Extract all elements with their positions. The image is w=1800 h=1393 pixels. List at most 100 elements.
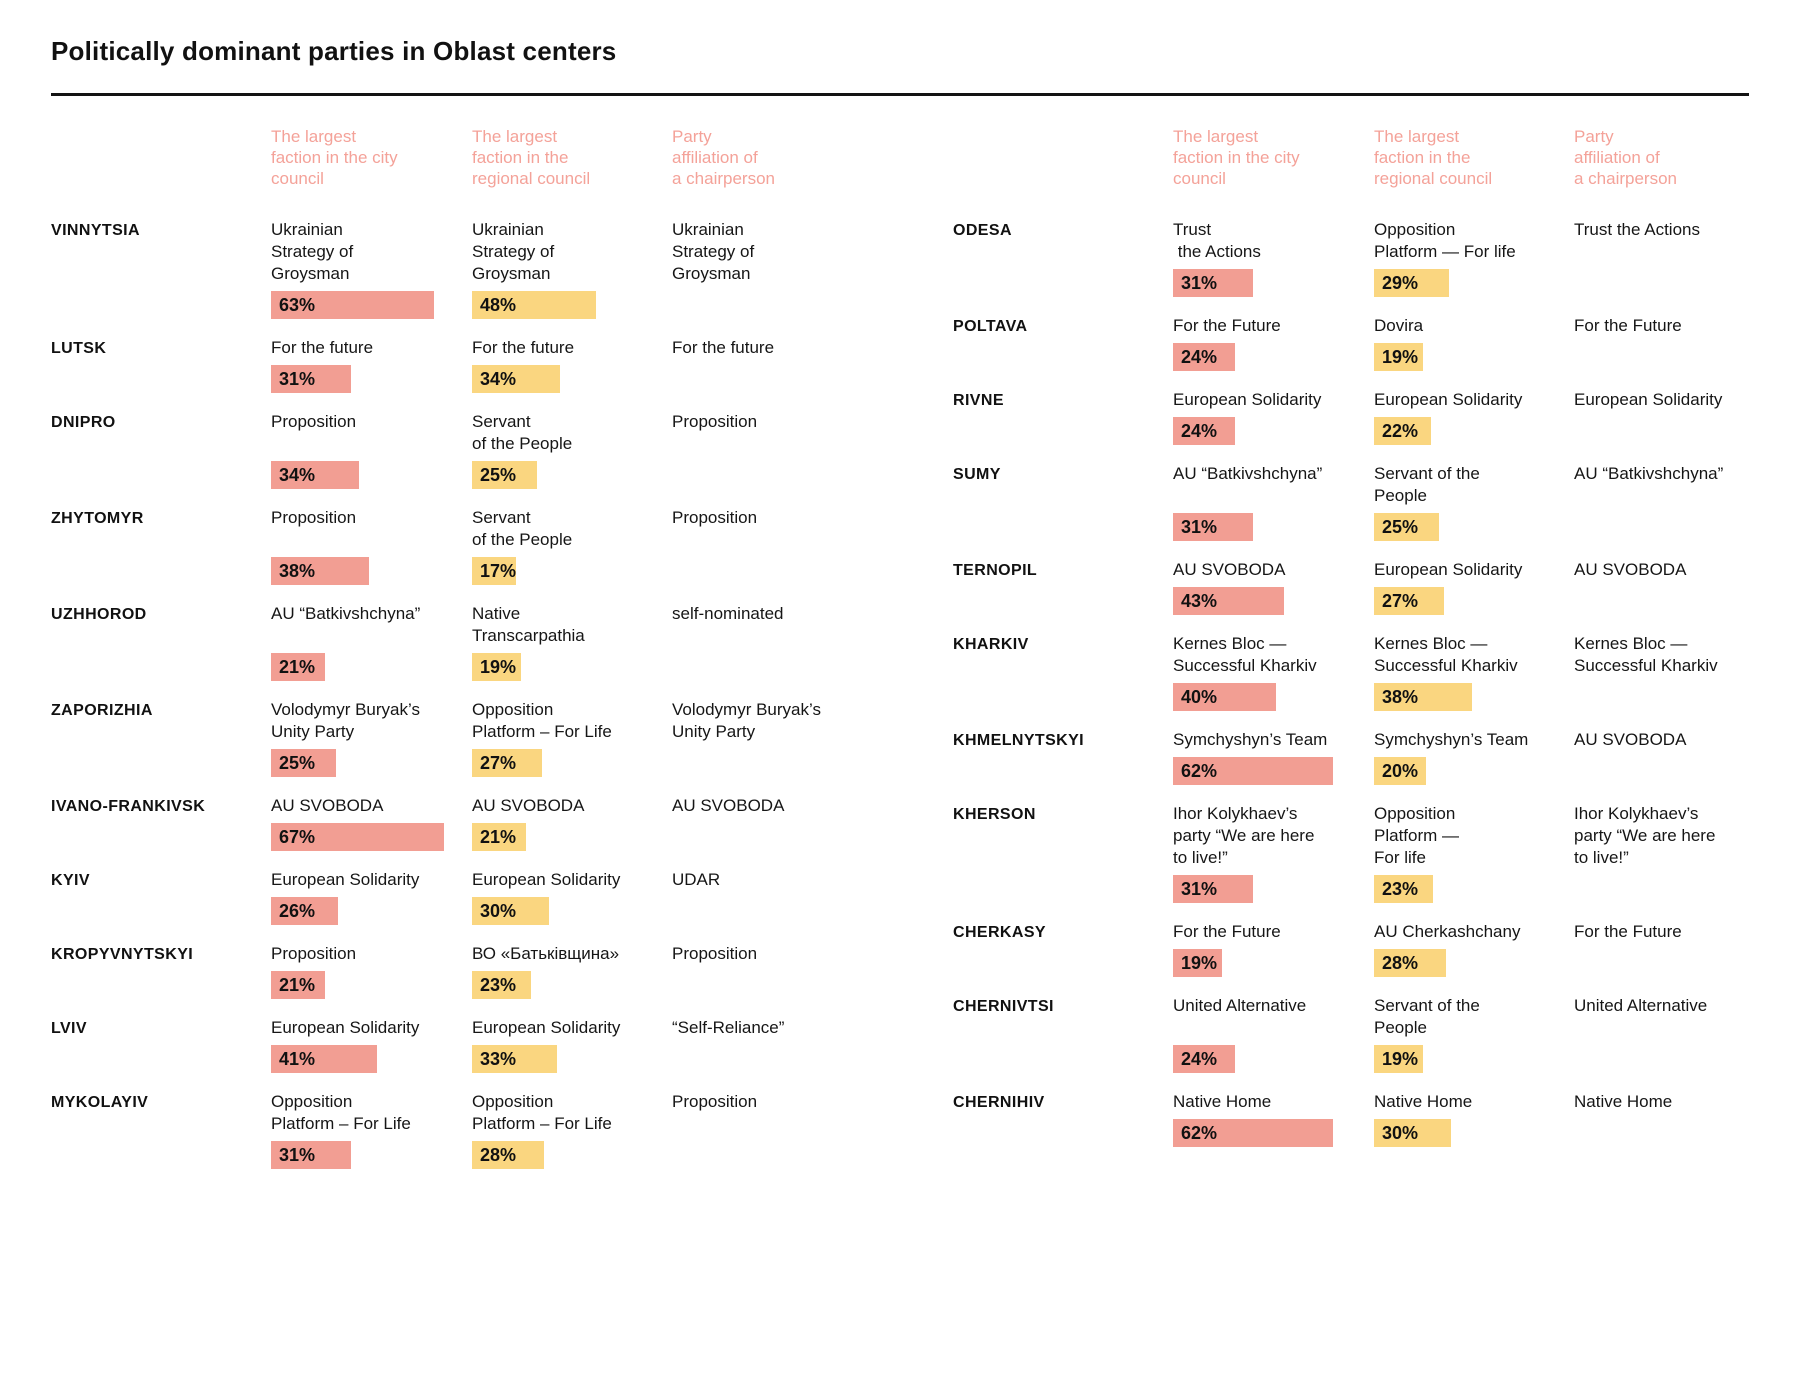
- party-name-line: Kernes Bloc —: [1574, 634, 1688, 653]
- party-name-line: Opposition: [271, 1092, 353, 1111]
- party-name: For the future: [271, 337, 373, 359]
- party-name: AU “Batkivshchyna”: [1173, 463, 1322, 485]
- party-name: UDAR: [672, 869, 720, 891]
- party-name-line: self-nominated: [672, 604, 784, 623]
- chairperson-cell: Proposition: [672, 411, 871, 489]
- city-council-cell: Opposition Platform – For Life 31%: [271, 1091, 472, 1169]
- party-name: AU SVOBODA: [1574, 729, 1686, 751]
- chairperson-cell: UDAR: [672, 869, 871, 925]
- chairperson-cell: Ukrainian Strategy of Groysman: [672, 219, 871, 319]
- party-name: Symchyshyn’s Team: [1374, 729, 1528, 751]
- party-name-line: Ihor Kolykhaev’s: [1574, 804, 1699, 823]
- party-name: Servant of the People: [472, 411, 572, 455]
- party-name-line: Unity Party: [672, 722, 756, 741]
- party-name-line: the Actions: [1173, 242, 1261, 261]
- party-name-line: AU SVOBODA: [271, 796, 384, 815]
- party-name-line: AU SVOBODA: [1574, 730, 1687, 749]
- city-council-share-bar: 24%: [1173, 1045, 1235, 1073]
- party-name: Servant of the People: [1374, 995, 1480, 1039]
- party-name: Volodymyr Buryak’s Unity Party: [271, 699, 420, 743]
- party-name: Proposition: [672, 1091, 757, 1113]
- party-name-line: Volodymyr Buryak’s: [271, 700, 420, 719]
- party-name-line: AU SVOBODA: [472, 796, 585, 815]
- party-name-line: Volodymyr Buryak’s: [672, 700, 821, 719]
- city-council-cell: For the future 31%: [271, 337, 472, 393]
- table-row: SUMY AU “Batkivshchyna” 31% Servant of t…: [953, 463, 1773, 541]
- regional-council-cell: Opposition Platform — For life 23%: [1374, 803, 1574, 903]
- party-name-line: For the Future: [1173, 922, 1281, 941]
- header-chairperson: Party affiliation of a chairperson: [1574, 126, 1773, 189]
- city-label: KHARKIV: [953, 636, 1029, 653]
- regional-council-cell: ВО «Батьківщина» 23%: [472, 943, 672, 999]
- city-label: CHERKASY: [953, 924, 1046, 941]
- party-name-line: Native Home: [1374, 1092, 1473, 1111]
- city-council-share-bar: 21%: [271, 653, 325, 681]
- regional-council-cell: Servant of the People 19%: [1374, 995, 1574, 1073]
- party-name: For the future: [472, 337, 574, 359]
- regional-council-share-bar: 27%: [1374, 587, 1444, 615]
- table-row: ZHYTOMYR Proposition 38% Servant of the P…: [51, 507, 871, 585]
- party-name-line: Servant of the: [1374, 464, 1480, 483]
- party-name-line: Proposition: [271, 412, 357, 431]
- party-name-line: AU “Batkivshchyna”: [1574, 464, 1724, 483]
- party-name-line: AU “Batkivshchyna”: [271, 604, 421, 623]
- header-chairperson: Party affiliation of a chairperson: [672, 126, 871, 189]
- party-name-line: Proposition: [672, 1092, 758, 1111]
- city-council-share-bar: 31%: [271, 365, 351, 393]
- table-row: UZHHOROD AU “Batkivshchyna” 21% Native Tr…: [51, 603, 871, 681]
- party-name-line: party “We are here: [1574, 826, 1716, 845]
- party-name-line: Groysman: [672, 264, 751, 283]
- regional-council-share-bar: 34%: [472, 365, 560, 393]
- regional-council-cell: Native Transcarpathia 19%: [472, 603, 672, 681]
- party-name: Ukrainian Strategy of Groysman: [271, 219, 353, 285]
- party-name-line: European Solidarity: [472, 870, 621, 889]
- city-label: KHMELNYTSKYI: [953, 732, 1085, 749]
- city-column-header-empty: [51, 126, 271, 189]
- party-name: Kernes Bloc — Successful Kharkiv: [1173, 633, 1317, 677]
- regional-council-share-bar: 33%: [472, 1045, 557, 1073]
- regional-council-cell: For the future 34%: [472, 337, 672, 393]
- party-name: European Solidarity: [1574, 389, 1722, 411]
- party-name-line: AU SVOBODA: [1173, 560, 1286, 579]
- column-headers: The largest faction in the city council …: [953, 126, 1773, 189]
- header-line: council: [1173, 169, 1226, 188]
- city-council-share-bar: 26%: [271, 897, 338, 925]
- city-council-cell: Native Home 62%: [1173, 1091, 1374, 1147]
- city-council-share-bar: 62%: [1173, 1119, 1333, 1147]
- party-name: Opposition Platform — For life: [1374, 803, 1459, 869]
- chairperson-cell: Kernes Bloc — Successful Kharkiv: [1574, 633, 1773, 711]
- table-rows-left: VINNYTSIA Ukrainian Strategy of Groysman 6…: [51, 219, 871, 1169]
- party-name: Proposition: [271, 507, 356, 529]
- table-rows-right: ODESA Trust the Actions 31% Opposition Pl…: [953, 219, 1773, 1147]
- city-council-share-bar: 63%: [271, 291, 434, 319]
- party-name-line: For the future: [672, 338, 775, 357]
- header-line: affiliation of: [672, 148, 758, 167]
- column-headers: The largest faction in the city council …: [51, 126, 871, 189]
- party-name-line: AU “Batkivshchyna”: [1173, 464, 1323, 483]
- party-name-line: Successful Kharkiv: [1173, 656, 1317, 675]
- regional-council-share-bar: 23%: [1374, 875, 1433, 903]
- table-row: LUTSK For the future 31% For the future …: [51, 337, 871, 393]
- party-name-line: Proposition: [672, 412, 758, 431]
- party-name-line: Groysman: [271, 264, 350, 283]
- regional-council-share-bar: 19%: [472, 653, 521, 681]
- party-name-line: For life: [1374, 848, 1426, 867]
- city-council-cell: AU “Batkivshchyna” 31%: [1173, 463, 1374, 541]
- chairperson-cell: Proposition: [672, 943, 871, 999]
- table-left-group: The largest faction in the city council …: [51, 126, 871, 1169]
- header-regional-council: The largest faction in the regional coun…: [1374, 126, 1574, 189]
- party-name-line: European Solidarity: [271, 1018, 420, 1037]
- party-name-line: Transcarpathia: [472, 626, 585, 645]
- city-label: KROPYVNYTSKYI: [51, 946, 194, 963]
- party-name: Opposition Platform – For Life: [271, 1091, 411, 1135]
- regional-council-cell: European Solidarity 30%: [472, 869, 672, 925]
- header-regional-council: The largest faction in the regional coun…: [472, 126, 672, 189]
- party-name-line: Ukrainian: [271, 220, 343, 239]
- party-name-line: Symchyshyn’s Team: [1374, 730, 1529, 749]
- party-name: AU SVOBODA: [271, 795, 383, 817]
- header-city-council: The largest faction in the city council: [271, 126, 472, 189]
- party-name: ВО «Батьківщина»: [472, 943, 619, 965]
- party-name-line: Symchyshyn’s Team: [1173, 730, 1328, 749]
- regional-council-share-bar: 19%: [1374, 1045, 1423, 1073]
- party-name: United Alternative: [1173, 995, 1306, 1017]
